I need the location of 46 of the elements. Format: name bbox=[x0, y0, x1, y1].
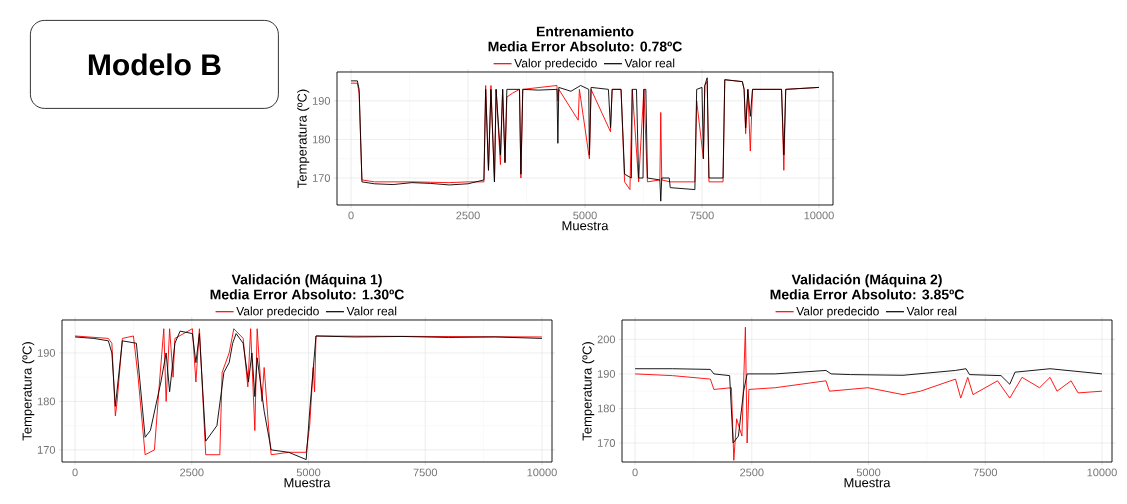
chart-subtitle: Media Error Absoluto: 0.78ºC bbox=[488, 41, 682, 52]
legend-label: Valor predecido bbox=[514, 58, 597, 70]
legend-label: Valor real bbox=[346, 306, 397, 316]
x-tick-label: 7500 bbox=[413, 468, 438, 477]
x-tick-label: 10000 bbox=[527, 468, 557, 477]
chart-subtitle: Media Error Absoluto: 1.30ºC bbox=[210, 289, 404, 300]
y-tick-label: 200 bbox=[597, 335, 616, 344]
x-tick-label: 10000 bbox=[804, 211, 834, 220]
y-axis-title: Temperatura (ºC) bbox=[297, 89, 310, 188]
y-axis-title: Temperatura (ºC) bbox=[22, 342, 35, 441]
y-tick-label: 170 bbox=[597, 439, 616, 447]
x-axis-title: Muestra bbox=[562, 221, 609, 231]
x-tick-label: 0 bbox=[632, 468, 638, 477]
y-tick-label: 180 bbox=[37, 397, 56, 406]
x-tick-label: 10000 bbox=[1087, 468, 1117, 477]
y-tick-label: 180 bbox=[597, 404, 616, 413]
x-tick-label: 5000 bbox=[573, 211, 597, 220]
legend-label: Valor predecido bbox=[236, 306, 319, 318]
x-axis-title: Muestra bbox=[844, 478, 891, 488]
chart-title: Entrenamiento bbox=[536, 26, 634, 37]
line-series bbox=[634, 368, 1103, 444]
chart-title: Validación (Máquina 2) bbox=[791, 274, 942, 288]
x-tick-label: 5000 bbox=[856, 468, 881, 477]
x-tick-label: 2500 bbox=[740, 468, 764, 477]
legend-label: Valor real bbox=[906, 306, 957, 316]
y-tick-label: 170 bbox=[312, 174, 331, 182]
y-tick-label: 190 bbox=[312, 97, 331, 105]
chart-subtitle: Media Error Absoluto: 3.85ºC bbox=[770, 289, 964, 300]
x-tick-label: 0 bbox=[72, 468, 78, 477]
legend-label: Valor predecido bbox=[796, 306, 879, 318]
x-tick-label: 2500 bbox=[456, 211, 480, 220]
x-tick-label: 7500 bbox=[690, 211, 714, 220]
x-tick-label: 5000 bbox=[296, 468, 321, 477]
x-tick-label: 0 bbox=[348, 211, 354, 220]
x-tick-label: 7500 bbox=[973, 468, 998, 477]
y-tick-label: 180 bbox=[312, 135, 331, 144]
x-tick-label: 2500 bbox=[180, 468, 204, 477]
y-axis-title: Temperatura (ºC) bbox=[582, 342, 595, 441]
legend-label: Valor real bbox=[624, 58, 675, 68]
chart-title: Validación (Máquina 1) bbox=[231, 274, 382, 288]
y-tick-label: 190 bbox=[37, 349, 56, 357]
line-series bbox=[634, 326, 1103, 461]
x-axis-title: Muestra bbox=[284, 478, 331, 488]
text: Modelo B bbox=[88, 53, 221, 76]
y-tick-label: 170 bbox=[37, 446, 56, 454]
y-tick-label: 190 bbox=[597, 370, 616, 378]
